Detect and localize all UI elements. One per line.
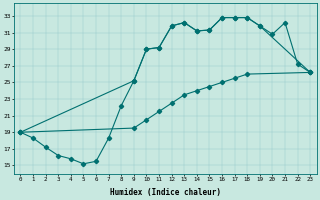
X-axis label: Humidex (Indice chaleur): Humidex (Indice chaleur) xyxy=(110,188,221,197)
